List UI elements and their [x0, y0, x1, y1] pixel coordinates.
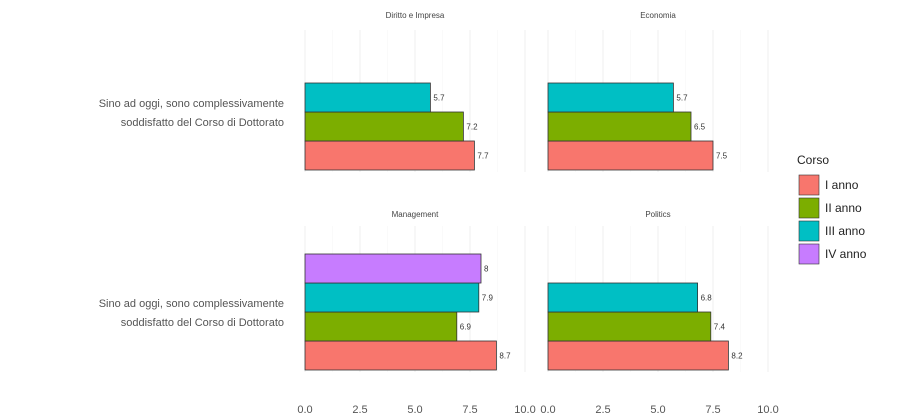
- facet-panel: Management 8.7 6.9 7.9 8: [304, 210, 526, 372]
- y-category-label: soddisfatto del Corso di Dottorato: [121, 317, 284, 329]
- data-label: 5.7: [433, 94, 445, 103]
- facet-panel: Politics 8.2 7.4 6.8: [547, 210, 769, 372]
- x-tick-label: 10.0: [514, 404, 535, 416]
- x-tick-label: 0.0: [540, 404, 555, 416]
- data-label: 8: [484, 265, 489, 274]
- x-tick-label: 5.0: [650, 404, 665, 416]
- data-label: 6.8: [701, 294, 713, 303]
- x-tick-label: 2.5: [595, 404, 610, 416]
- data-label: 7.5: [716, 152, 728, 161]
- data-label: 6.5: [694, 123, 706, 132]
- data-label: 6.9: [460, 323, 472, 332]
- bar-iii-anno: [547, 82, 674, 113]
- x-tick-label: 5.0: [407, 404, 422, 416]
- data-label: 7.7: [477, 152, 489, 161]
- y-category-label: Sino ad oggi, sono complessivamente: [99, 298, 284, 310]
- legend-title: Corso: [797, 153, 829, 167]
- legend: Corso I anno II anno III anno IV anno: [797, 153, 867, 265]
- y-category-label: soddisfatto del Corso di Dottorato: [121, 117, 284, 129]
- x-tick-label: 2.5: [352, 404, 367, 416]
- bar-i-anno: [304, 340, 497, 371]
- bar-i-anno: [547, 340, 729, 371]
- x-tick-label: 10.0: [757, 404, 778, 416]
- bar-ii-anno: [304, 311, 458, 342]
- legend-swatch: [798, 174, 820, 196]
- bar-ii-anno: [547, 111, 692, 142]
- x-tick-label: 7.5: [462, 404, 477, 416]
- bar-i-anno: [304, 140, 475, 171]
- data-label: 7.2: [466, 123, 478, 132]
- bar-ii-anno: [547, 311, 712, 342]
- legend-swatch: [798, 197, 820, 219]
- y-category-label: Sino ad oggi, sono complessivamente: [99, 98, 284, 110]
- data-label: 8.7: [499, 352, 511, 361]
- bar-i-anno: [547, 140, 714, 171]
- facet-title: Politics: [645, 210, 670, 219]
- bar-iii-anno: [547, 282, 699, 313]
- x-tick-label: 7.5: [705, 404, 720, 416]
- bar-iii-anno: [304, 82, 431, 113]
- legend-label: II anno: [825, 201, 862, 215]
- data-label: 5.7: [676, 94, 688, 103]
- legend-label: I anno: [825, 178, 859, 192]
- facet-title: Economia: [640, 11, 676, 20]
- legend-label: III anno: [825, 224, 865, 238]
- legend-swatch: [798, 243, 820, 265]
- legend-label: IV anno: [825, 247, 867, 261]
- bar-iv-anno: [304, 253, 482, 284]
- legend-swatch: [798, 220, 820, 242]
- bar-ii-anno: [304, 111, 464, 142]
- data-label: 7.4: [714, 323, 726, 332]
- facet-panel: Economia 7.5 6.5 5.7: [547, 11, 769, 172]
- data-label: 7.9: [482, 294, 494, 303]
- data-label: 8.2: [731, 352, 743, 361]
- facet-panel: Diritto e Impresa 7.7 7.2 5.7: [304, 11, 526, 172]
- facet-title: Diritto e Impresa: [386, 11, 445, 20]
- x-tick-label: 0.0: [297, 404, 312, 416]
- bar-iii-anno: [304, 282, 480, 313]
- facet-title: Management: [392, 210, 439, 219]
